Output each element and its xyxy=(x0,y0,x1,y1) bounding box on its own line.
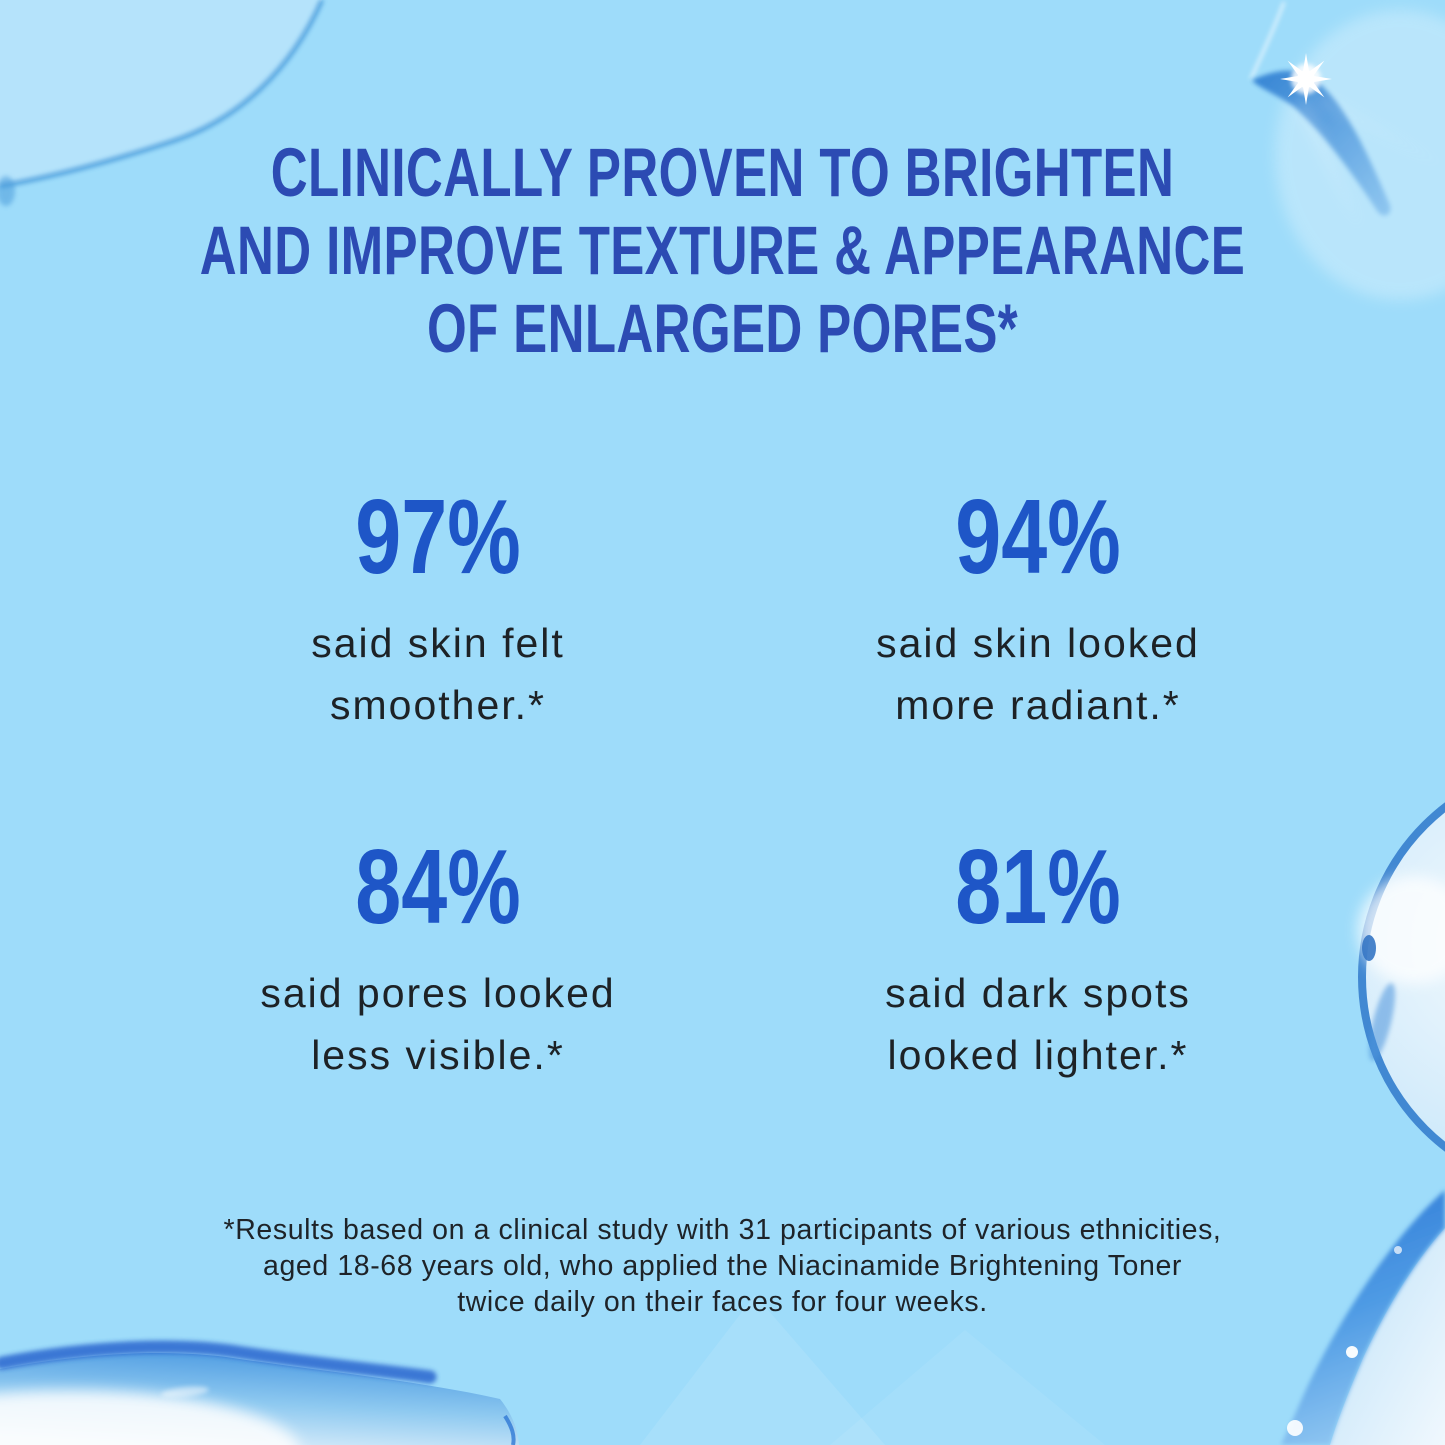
footnote-line-1: *Results based on a clinical study with … xyxy=(223,1214,1222,1246)
stat-description-line: smoother.* xyxy=(330,682,546,728)
stats-row-2: 84% said pores looked less visible.* 81%… xyxy=(138,834,1338,1086)
stat-description-line: said pores looked xyxy=(260,970,616,1016)
stat-value: 84% xyxy=(355,828,521,946)
bubble-bottom-right xyxy=(1281,1190,1445,1445)
stat-description-line: said skin felt xyxy=(311,620,565,666)
stat-dark-spots: 81% said dark spots looked lighter.* xyxy=(738,834,1338,1086)
footnote-line-2: aged 18-68 years old, who applied the Ni… xyxy=(263,1250,1182,1282)
stat-description: said skin felt smoother.* xyxy=(138,612,738,736)
stat-description-line: less visible.* xyxy=(311,1032,565,1078)
stat-value: 94% xyxy=(955,478,1121,596)
stat-skin-smoother: 97% said skin felt smoother.* xyxy=(138,484,738,736)
droplet-top-right xyxy=(1249,1,1445,300)
stat-skin-radiant: 94% said skin looked more radiant.* xyxy=(738,484,1338,736)
background-light-washes xyxy=(640,1295,1105,1445)
bubble-bottom-left xyxy=(0,1340,519,1445)
stat-description-line: said dark spots xyxy=(885,970,1191,1016)
headline-line-2: AND IMPROVE TEXTURE & APPEARANCE xyxy=(199,212,1246,289)
stat-value: 81% xyxy=(955,828,1121,946)
stat-description-line: more radiant.* xyxy=(895,682,1181,728)
footnote-line-3: twice daily on their faces for four week… xyxy=(457,1286,988,1318)
headline-line-1: CLINICALLY PROVEN TO BRIGHTEN xyxy=(270,134,1175,211)
stat-description: said skin looked more radiant.* xyxy=(738,612,1338,736)
bubble-right xyxy=(1358,802,1445,1152)
stat-value: 97% xyxy=(355,478,521,596)
footnote: *Results based on a clinical study with … xyxy=(0,1212,1445,1320)
stat-description: said dark spots looked lighter.* xyxy=(738,962,1338,1086)
stat-pores-visible: 84% said pores looked less visible.* xyxy=(138,834,738,1086)
stats-row-1: 97% said skin felt smoother.* 94% said s… xyxy=(138,484,1338,736)
stat-description-line: looked lighter.* xyxy=(887,1032,1189,1078)
headline: CLINICALLY PROVEN TO BRIGHTEN AND IMPROV… xyxy=(0,134,1445,368)
bubble-top-left xyxy=(0,0,325,206)
headline-line-3: OF ENLARGED PORES* xyxy=(426,290,1019,367)
stat-description: said pores looked less visible.* xyxy=(138,962,738,1086)
sparkle-icon xyxy=(1280,53,1332,105)
stat-description-line: said skin looked xyxy=(876,620,1200,666)
